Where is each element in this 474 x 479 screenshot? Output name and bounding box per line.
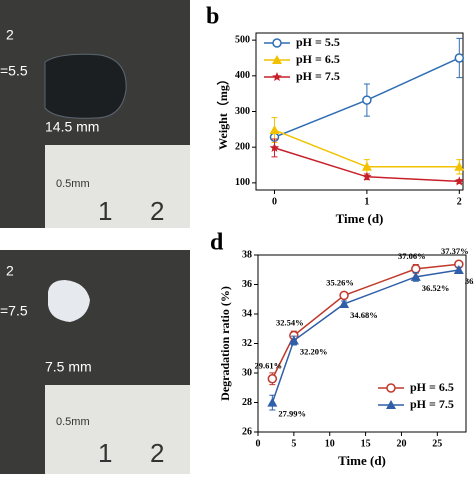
marker xyxy=(454,161,465,171)
photo-label: 2 xyxy=(6,27,14,43)
legend-label: pH = 7.5 xyxy=(296,69,340,83)
x-tick-label: 5 xyxy=(291,438,296,449)
data-label: 32.54% xyxy=(276,317,304,327)
panel-label: d xyxy=(210,230,224,256)
marker xyxy=(267,397,278,407)
marker xyxy=(272,55,282,64)
data-label: 37.06% xyxy=(398,251,426,261)
marker xyxy=(288,335,299,345)
data-label: 29.61% xyxy=(255,361,283,371)
marker xyxy=(362,171,372,181)
marker xyxy=(272,72,282,81)
data-label: 35.26% xyxy=(326,277,354,287)
photo-label: 2 xyxy=(6,263,14,279)
x-tick-label: 10 xyxy=(325,438,335,449)
sample xyxy=(44,53,127,119)
legend-label: pH = 6.5 xyxy=(296,52,340,66)
marker xyxy=(339,298,350,308)
x-tick-label: 15 xyxy=(361,438,371,449)
ruler xyxy=(45,145,190,228)
marker xyxy=(361,161,372,171)
legend-label: pH = 6.5 xyxy=(410,380,454,394)
marker xyxy=(454,176,465,186)
photo-label: 14.5 mm xyxy=(45,119,99,135)
marker xyxy=(362,95,372,105)
y-tick-label: 400 xyxy=(235,70,250,81)
data-label: 36.98% xyxy=(465,276,474,286)
y-tick-label: 28 xyxy=(242,397,252,408)
ruler-label: 1 xyxy=(98,196,112,226)
photo-label: =5.5 xyxy=(0,63,28,79)
marker xyxy=(454,53,465,63)
photo-bottom: 2 =7.5 7.5 mm 0.5mm 1 2 xyxy=(0,250,190,474)
marker xyxy=(453,265,464,275)
marker xyxy=(411,264,421,274)
marker xyxy=(386,400,396,409)
y-axis-label: Weight（mg） xyxy=(215,73,230,150)
data-label: 37.37% xyxy=(441,246,469,256)
y-tick-label: 36 xyxy=(242,279,252,290)
y-tick-label: 34 xyxy=(242,308,252,319)
ruler-label: 2 xyxy=(150,196,164,226)
photo-label: =7.5 xyxy=(0,303,28,319)
marker xyxy=(386,383,396,393)
ruler-label: 2 xyxy=(150,438,164,468)
ruler-label: 0.5mm xyxy=(56,416,90,428)
x-tick-label: 20 xyxy=(396,438,406,449)
y-axis-label: Degradation ratio (%) xyxy=(218,286,232,401)
marker xyxy=(269,142,280,152)
photo-label: 7.5 mm xyxy=(45,359,92,375)
data-label: 36.52% xyxy=(422,283,450,293)
y-tick-label: 38 xyxy=(242,249,252,260)
ruler-label: 1 xyxy=(98,438,112,468)
legend-label: pH = 5.5 xyxy=(296,35,340,49)
x-axis-label: Time (d) xyxy=(336,211,384,226)
sample xyxy=(48,280,90,322)
data-label: 32.20% xyxy=(300,347,328,357)
data-label: 34.68% xyxy=(350,310,378,320)
y-tick-label: 30 xyxy=(242,367,252,378)
y-tick-label: 32 xyxy=(242,338,252,349)
legend-label: pH = 7.5 xyxy=(410,397,454,411)
y-tick-label: 500 xyxy=(235,34,250,45)
marker xyxy=(267,374,278,384)
x-axis-label: Time (d) xyxy=(338,453,386,468)
marker xyxy=(269,125,280,135)
y-tick-label: 26 xyxy=(242,426,252,437)
x-tick-label: 25 xyxy=(432,438,442,449)
y-tick-label: 300 xyxy=(235,106,250,117)
y-tick-label: 200 xyxy=(235,141,250,152)
ruler xyxy=(45,385,190,474)
ruler-label: 0.5mm xyxy=(56,178,90,190)
data-label: 27.99% xyxy=(278,409,306,419)
x-tick-label: 0 xyxy=(272,196,277,207)
panel-label: b xyxy=(206,4,219,30)
x-tick-label: 0 xyxy=(256,438,261,449)
x-tick-label: 1 xyxy=(364,196,369,207)
photo-top: 2 =5.5 14.5 mm 0.5mm 1 2 xyxy=(0,0,190,228)
y-tick-label: 100 xyxy=(235,177,250,188)
x-tick-label: 2 xyxy=(457,196,462,207)
marker xyxy=(339,290,349,301)
marker xyxy=(272,38,282,48)
marker xyxy=(410,271,421,281)
